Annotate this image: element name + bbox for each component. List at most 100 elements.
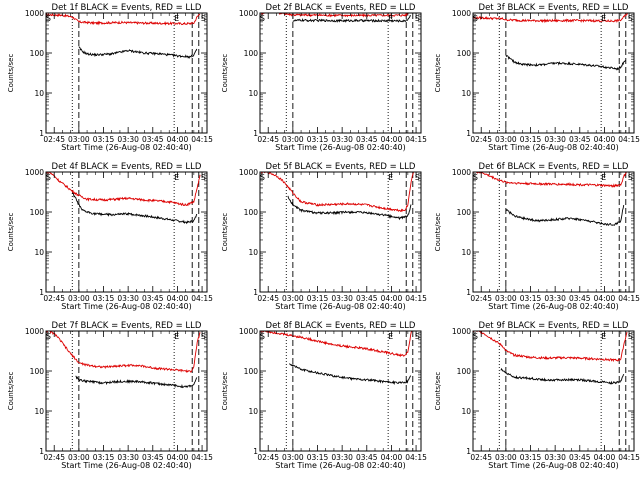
x-tick-label: 03:45 [569,135,591,144]
segment-marker-label: S [473,14,478,23]
y-tick-label: 1000 [25,9,44,18]
x-tick-label: 02:45 [43,453,65,462]
x-tick-label: 03:30 [331,135,353,144]
lld-line [46,13,201,26]
x-tick-label: 03:15 [307,135,329,144]
y-tick-label: 100 [30,367,45,376]
x-tick-label: 03:15 [520,294,542,303]
y-axis-label: Counts/sec [7,213,15,252]
y-tick-label: 1000 [239,9,258,18]
y-tick-label: 10 [461,407,471,416]
x-tick-label: 04:15 [618,135,640,144]
x-tick-label: 04:00 [167,453,189,462]
x-tick-label: 04:15 [191,453,213,462]
x-tick-label: 04:15 [618,453,640,462]
segment-marker-label: S [415,173,420,182]
y-axis-label: Counts/sec [7,372,15,411]
segment-marker-label: S [415,14,420,23]
x-tick-label: 03:45 [356,453,378,462]
plot-frame [259,12,422,134]
y-axis-label: Counts/sec [7,54,15,93]
segment-marker-label: E [601,173,606,182]
plot-panel-5: Det 5f BLACK = Events, RED = LLD 1 10 100 10… [221,162,427,311]
y-tick-label: 100 [244,367,259,376]
segment-marker-label: S [46,332,51,341]
y-tick-label: 10 [248,248,258,257]
segment-marker-label: E [174,173,179,182]
x-tick-label: 04:00 [167,135,189,144]
segment-marker-label: S [260,332,265,341]
x-tick-label: 04:00 [381,294,403,303]
x-tick-label: 03:45 [569,294,591,303]
plot-panel-8: Det 8f BLACK = Events, RED = LLD 1 10 100 10… [221,321,427,470]
x-tick-label: 03:30 [117,294,139,303]
y-tick-label: 1 [253,288,258,297]
segment-marker-label: E [601,332,606,341]
x-tick-label: 04:00 [167,294,189,303]
x-tick-label: 04:15 [191,294,213,303]
plot-title: Det 4f BLACK = Events, RED = LLD [52,162,202,172]
x-tick-label: 03:30 [117,453,139,462]
x-tick-label: 02:45 [257,453,279,462]
y-tick-label: 1000 [25,168,44,177]
x-axis-label: Start Time (26-Aug-08 02:40:40) [488,461,619,470]
x-axis-label: Start Time (26-Aug-08 02:40:40) [275,461,406,470]
x-tick-label: 03:45 [142,294,164,303]
x-tick-label: 03:45 [356,294,378,303]
events-line [78,46,198,59]
x-tick-label: 04:00 [594,135,616,144]
plot-title: Det 6f BLACK = Events, RED = LLD [479,162,629,172]
segment-marker-label: E [174,332,179,341]
segment-marker-label: S [201,332,206,341]
plot-frame [472,330,635,452]
segment-marker-label: S [46,173,51,182]
x-tick-label: 03:00 [68,453,90,462]
x-tick-label: 03:15 [520,135,542,144]
x-tick-label: 02:45 [43,294,65,303]
plot-panel-7: Det 7f BLACK = Events, RED = LLD 1 10 100 10… [7,321,213,470]
segment-marker-label: S [628,14,633,23]
x-axis-label: Start Time (26-Aug-08 02:40:40) [61,143,192,152]
y-axis-label: Counts/sec [434,213,442,252]
segment-marker-label: E [388,332,393,341]
x-tick-label: 03:45 [356,135,378,144]
x-axis-label: Start Time (26-Aug-08 02:40:40) [488,302,619,311]
x-tick-label: 02:45 [470,294,492,303]
x-tick-label: 04:15 [405,294,427,303]
x-tick-label: 03:45 [142,135,164,144]
y-tick-label: 1000 [452,327,471,336]
plot-panel-6: Det 6f BLACK = Events, RED = LLD 1 10 100 10… [434,162,640,311]
events-line [287,195,412,221]
x-axis-label: Start Time (26-Aug-08 02:40:40) [61,302,192,311]
plot-title: Det 3f BLACK = Events, RED = LLD [479,3,629,13]
segment-marker-label: S [415,332,420,341]
y-tick-label: 10 [34,407,44,416]
y-tick-label: 10 [34,89,44,98]
segment-marker-label: S [46,14,51,23]
plot-panel-3: Det 3f BLACK = Events, RED = LLD 1 10 100 10… [434,3,640,152]
y-tick-label: 1000 [25,327,44,336]
plot-frame [259,330,422,452]
y-axis-label: Counts/sec [434,54,442,93]
x-tick-label: 04:15 [405,135,427,144]
x-tick-label: 02:45 [257,135,279,144]
lld-line [46,331,201,374]
x-tick-label: 04:00 [381,135,403,144]
y-tick-label: 1 [39,129,44,138]
x-tick-label: 03:30 [117,135,139,144]
x-axis-label: Start Time (26-Aug-08 02:40:40) [488,143,619,152]
x-tick-label: 03:00 [282,135,304,144]
events-line [505,54,626,71]
segment-marker-label: S [628,332,633,341]
y-tick-label: 100 [30,208,45,217]
x-tick-label: 04:15 [405,453,427,462]
x-tick-label: 03:00 [68,294,90,303]
plot-panel-9: Det 9f BLACK = Events, RED = LLD 1 10 100 10… [434,321,640,470]
segment-marker-label: S [473,332,478,341]
x-tick-label: 03:30 [544,453,566,462]
x-tick-label: 02:45 [470,453,492,462]
x-tick-label: 03:15 [307,453,329,462]
x-tick-label: 02:45 [470,135,492,144]
y-tick-label: 1000 [452,9,471,18]
x-tick-label: 02:45 [257,294,279,303]
